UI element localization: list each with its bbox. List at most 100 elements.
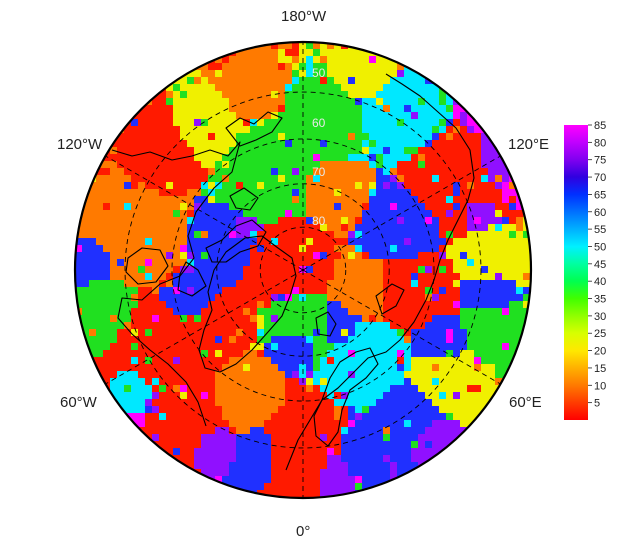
field-cell: [250, 77, 258, 85]
field-cell: [194, 462, 202, 470]
field-cell: [166, 420, 174, 428]
field-cell: [187, 98, 195, 106]
field-cell: [481, 287, 489, 295]
field-cell: [376, 280, 384, 288]
field-cell: [481, 147, 489, 155]
field-cell: [173, 357, 181, 365]
field-cell: [117, 392, 125, 400]
field-cell: [397, 350, 405, 358]
field-cell: [418, 224, 426, 232]
field-cell: [103, 154, 111, 162]
field-cell: [278, 476, 286, 484]
field-cell: [509, 210, 517, 218]
field-cell: [257, 119, 265, 127]
field-cell: [376, 238, 384, 246]
field-cell: [152, 112, 160, 120]
field-cell: [257, 140, 265, 148]
field-cell: [341, 350, 349, 358]
field-cell: [327, 448, 335, 456]
field-cell: [446, 413, 454, 421]
field-cell: [173, 287, 181, 295]
field-cell: [215, 189, 223, 197]
field-cell: [481, 399, 489, 407]
field-cell: [411, 70, 419, 78]
field-cell: [474, 329, 482, 337]
field-cell: [397, 63, 405, 71]
field-cell: [355, 322, 363, 330]
field-cell: [341, 301, 349, 309]
field-cell: [292, 245, 300, 253]
field-cell: [236, 455, 244, 463]
field-cell: [96, 245, 104, 253]
field-cell: [320, 413, 328, 421]
field-cell: [222, 182, 230, 190]
field-cell: [159, 231, 167, 239]
field-cell: [397, 420, 405, 428]
field-cell: [194, 70, 202, 78]
field-cell: [208, 70, 216, 78]
field-cell: [453, 420, 461, 428]
field-cell: [201, 287, 209, 295]
field-cell: [215, 483, 223, 491]
field-cell: [404, 301, 412, 309]
field-cell: [362, 294, 370, 302]
field-cell: [75, 301, 83, 309]
field-cell: [425, 98, 433, 106]
field-cell: [89, 287, 97, 295]
field-cell: [187, 406, 195, 414]
field-cell: [495, 259, 503, 267]
field-cell: [215, 462, 223, 470]
field-cell: [145, 266, 153, 274]
field-cell: [201, 399, 209, 407]
field-cell: [306, 392, 314, 400]
field-cell: [145, 441, 153, 449]
field-cell: [89, 182, 97, 190]
field-cell: [271, 385, 279, 393]
field-cell: [208, 413, 216, 421]
field-cell: [201, 189, 209, 197]
field-cell: [250, 63, 258, 71]
field-cell: [257, 147, 265, 155]
field-cell: [474, 301, 482, 309]
field-cell: [222, 280, 230, 288]
field-cell: [264, 308, 272, 316]
field-cell: [264, 413, 272, 421]
field-cell: [404, 161, 412, 169]
field-cell: [236, 252, 244, 260]
field-cell: [243, 364, 251, 372]
field-cell: [243, 161, 251, 169]
field-cell: [404, 245, 412, 253]
field-cell: [257, 245, 265, 253]
field-cell: [257, 287, 265, 295]
field-cell: [397, 266, 405, 274]
field-cell: [208, 364, 216, 372]
field-cell: [362, 378, 370, 386]
field-cell: [152, 105, 160, 113]
field-cell: [397, 469, 405, 477]
field-cell: [327, 280, 335, 288]
field-cell: [502, 168, 510, 176]
field-cell: [89, 322, 97, 330]
field-cell: [474, 189, 482, 197]
field-cell: [131, 399, 139, 407]
field-cell: [103, 196, 111, 204]
field-cell: [432, 245, 440, 253]
field-cell: [145, 259, 153, 267]
field-cell: [439, 301, 447, 309]
field-cell: [180, 273, 188, 281]
field-cell: [390, 119, 398, 127]
field-cell: [208, 434, 216, 442]
field-cell: [208, 189, 216, 197]
field-cell: [201, 217, 209, 225]
field-cell: [215, 350, 223, 358]
field-cell: [145, 364, 153, 372]
field-cell: [208, 252, 216, 260]
latitude-ring-50: [124, 91, 482, 449]
field-cell: [236, 126, 244, 134]
field-cell: [194, 371, 202, 379]
field-cell: [355, 476, 363, 484]
field-cell: [425, 70, 433, 78]
field-cell: [460, 252, 468, 260]
field-cell: [243, 413, 251, 421]
field-cell: [285, 189, 293, 197]
